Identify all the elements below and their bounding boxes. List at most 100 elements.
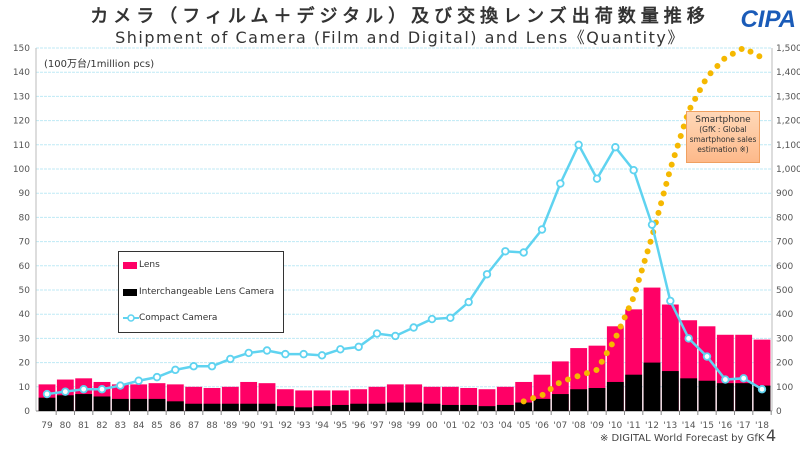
bar-ilc xyxy=(570,389,588,411)
bar-ilc xyxy=(606,381,624,411)
point-compact xyxy=(556,179,565,188)
point-compact xyxy=(519,248,528,257)
x-tick-label: '06 xyxy=(535,421,549,431)
point-compact xyxy=(409,323,418,332)
point-compact xyxy=(464,297,473,307)
x-tick-label: 86 xyxy=(170,421,182,431)
x-tick-label: 84 xyxy=(133,421,145,431)
bar-ilc xyxy=(331,404,349,411)
bar-ilc xyxy=(75,394,93,411)
point-compact xyxy=(446,313,455,323)
x-tick-label: '08 xyxy=(572,421,586,431)
x-tick-label: '09 xyxy=(590,421,604,431)
y2-tick-label: 0 xyxy=(776,407,782,417)
bar-ilc xyxy=(716,383,734,411)
series-compact xyxy=(46,142,763,396)
y-tick-label: 70 xyxy=(19,238,31,248)
x-tick-label: '94 xyxy=(315,421,329,431)
bar-ilc xyxy=(680,378,698,411)
bar-ilc xyxy=(735,383,753,411)
point-compact xyxy=(97,385,107,394)
point-compact xyxy=(684,334,693,343)
bar-ilc xyxy=(148,398,166,411)
x-tick-label: '03 xyxy=(480,421,494,431)
point-compact xyxy=(244,348,253,358)
point-compact xyxy=(391,331,400,341)
x-tick-label: 88 xyxy=(206,421,218,431)
point-compact xyxy=(317,351,327,360)
y-tick-label: 20 xyxy=(19,359,31,369)
point-compact xyxy=(207,362,217,371)
y-tick-label: 150 xyxy=(13,44,30,54)
bar-ilc xyxy=(56,395,74,411)
bar-ilc xyxy=(221,403,239,411)
title-english: Shipment of Camera (Film and Digital) an… xyxy=(115,28,685,47)
point-compact xyxy=(354,342,363,352)
bar-ilc xyxy=(130,398,148,411)
y-tick-label: 30 xyxy=(19,334,31,344)
bar-ilc xyxy=(350,403,368,411)
point-compact xyxy=(666,296,675,306)
point-compact xyxy=(427,314,437,324)
point-compact xyxy=(757,385,767,394)
x-tick-label: '95 xyxy=(333,421,347,431)
point-compact xyxy=(721,375,730,384)
bar-ilc xyxy=(111,398,129,411)
y-tick-label: 110 xyxy=(13,141,30,151)
point-compact xyxy=(189,362,198,371)
y2-tick-label: 1,500 xyxy=(776,44,800,54)
ilc-swatch xyxy=(123,288,137,296)
point-compact xyxy=(116,381,125,390)
bar-lens xyxy=(276,389,294,411)
point-compact xyxy=(152,372,162,382)
footnote: ※ DIGITAL World Forecast by GfK xyxy=(600,433,765,444)
y-tick-label: 130 xyxy=(13,92,30,102)
x-tick-label: '05 xyxy=(517,421,531,431)
compact-swatch xyxy=(123,314,139,322)
x-tick-label: '14 xyxy=(682,421,696,431)
y-tick-label: 80 xyxy=(19,213,31,223)
bar-ilc xyxy=(166,401,184,411)
bar-ilc xyxy=(441,404,459,411)
y-tick-label: 0 xyxy=(24,407,30,417)
y-tick-label: 10 xyxy=(19,383,31,393)
x-tick-label: '01 xyxy=(443,421,457,431)
bar-ilc xyxy=(588,388,606,411)
title-japanese: カメラ（フィルム＋デジタル）及び交換レンズ出荷数量推移 xyxy=(90,6,710,27)
annotation-title: Smartphone xyxy=(695,115,751,125)
x-tick-label: '98 xyxy=(388,421,402,431)
bar-ilc xyxy=(515,402,533,411)
lens-swatch xyxy=(123,261,137,269)
x-tick-label: '16 xyxy=(718,421,732,431)
y2-tick-label: 500 xyxy=(776,286,793,296)
x-tick-label: 85 xyxy=(151,421,162,431)
x-tick-label: '92 xyxy=(278,421,292,431)
x-tick-label: '11 xyxy=(627,421,641,431)
x-tick-label: '17 xyxy=(737,421,751,431)
x-tick-label: '13 xyxy=(663,421,677,431)
y-tick-label: 50 xyxy=(19,286,31,296)
point-compact xyxy=(592,174,602,183)
smartphone-annotation: Smartphone (GfK : Global smartphone sale… xyxy=(686,111,760,163)
bar-ilc xyxy=(478,406,496,411)
y-tick-label: 100 xyxy=(13,165,30,175)
y2-tick-label: 1,000 xyxy=(776,165,800,175)
y2-tick-label: 100 xyxy=(776,383,793,393)
y2-tick-label: 1,200 xyxy=(776,117,800,127)
bar-ilc xyxy=(753,385,771,411)
bar-ilc xyxy=(203,403,221,411)
x-tick-label: 80 xyxy=(60,421,72,431)
y2-tick-label: 1,300 xyxy=(776,92,800,102)
bar-ilc xyxy=(625,374,643,411)
x-tick-label: '18 xyxy=(755,421,769,431)
point-compact xyxy=(299,349,308,359)
y2-tick-label: 200 xyxy=(776,359,793,369)
y2-tick-label: 600 xyxy=(776,262,793,272)
x-tick-label: '02 xyxy=(462,421,476,431)
legend-item-ilc: Interchangeable Lens Camera xyxy=(123,287,274,297)
point-compact xyxy=(134,376,143,385)
bar-ilc xyxy=(368,403,386,411)
point-compact xyxy=(647,220,657,229)
y2-tick-label: 400 xyxy=(776,310,793,320)
legend-label: Interchangeable Lens Camera xyxy=(139,287,275,297)
